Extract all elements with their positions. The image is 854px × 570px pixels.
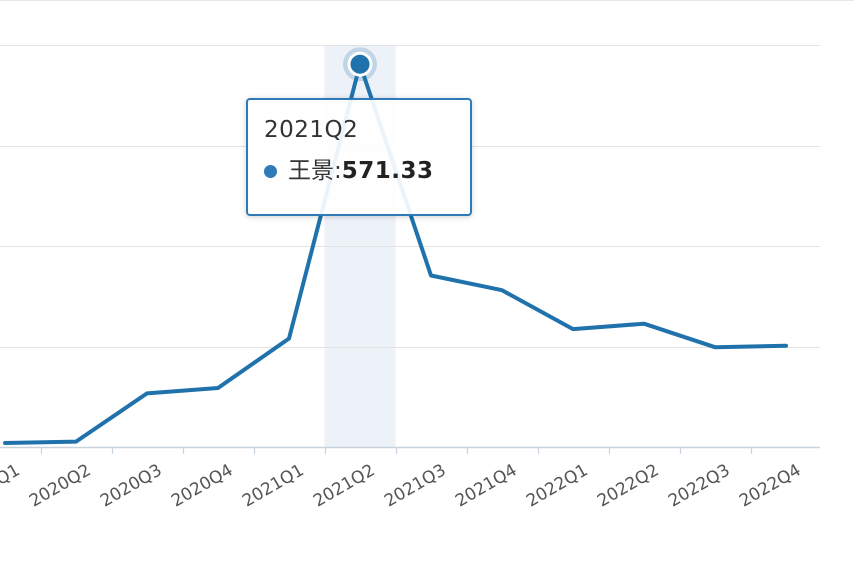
x-tick-label: 2020Q2 xyxy=(26,460,94,511)
data-point[interactable] xyxy=(70,436,82,448)
data-point[interactable] xyxy=(283,332,295,344)
data-point[interactable] xyxy=(780,340,792,352)
x-tick-label: 2022Q4 xyxy=(736,460,804,511)
tooltip-row: 王景 : 571.33 xyxy=(264,156,456,186)
data-point[interactable] xyxy=(212,382,224,394)
x-tick-label: 2020Q1 xyxy=(0,460,24,511)
x-tick-label: 2022Q2 xyxy=(594,460,662,511)
x-tick-label: 2022Q3 xyxy=(665,460,733,511)
tooltip-series-name: 王景 xyxy=(288,158,334,184)
x-tick-label: 2020Q3 xyxy=(97,460,165,511)
x-tick-label: 2020Q4 xyxy=(168,460,236,511)
tooltip: 2021Q2 王景 : 571.33 xyxy=(246,98,472,216)
data-point[interactable] xyxy=(638,318,650,330)
data-point[interactable] xyxy=(141,387,153,399)
tooltip-title: 2021Q2 xyxy=(264,117,359,143)
x-tick-label: 2021Q4 xyxy=(452,460,520,511)
data-point-highlighted[interactable] xyxy=(347,51,373,77)
points-layer[interactable] xyxy=(0,47,792,449)
x-tick-label: 2021Q1 xyxy=(239,460,307,511)
tooltip-value: 571.33 xyxy=(341,158,434,184)
x-tick-label: 2022Q1 xyxy=(523,460,591,511)
data-point[interactable] xyxy=(425,269,437,281)
x-tick-label: 2021Q2 xyxy=(310,460,378,511)
tooltip-separator: : xyxy=(334,158,342,184)
x-axis xyxy=(0,446,820,454)
series-marker-icon xyxy=(264,164,277,178)
data-point[interactable] xyxy=(709,341,721,353)
x-tick-label: 2021Q3 xyxy=(381,460,449,511)
x-tick-labels: 2020Q1 2020Q2 2020Q3 2020Q4 2021Q1 2021Q2 2021… xyxy=(0,460,805,511)
data-point[interactable] xyxy=(567,323,579,335)
data-point[interactable] xyxy=(496,284,508,296)
